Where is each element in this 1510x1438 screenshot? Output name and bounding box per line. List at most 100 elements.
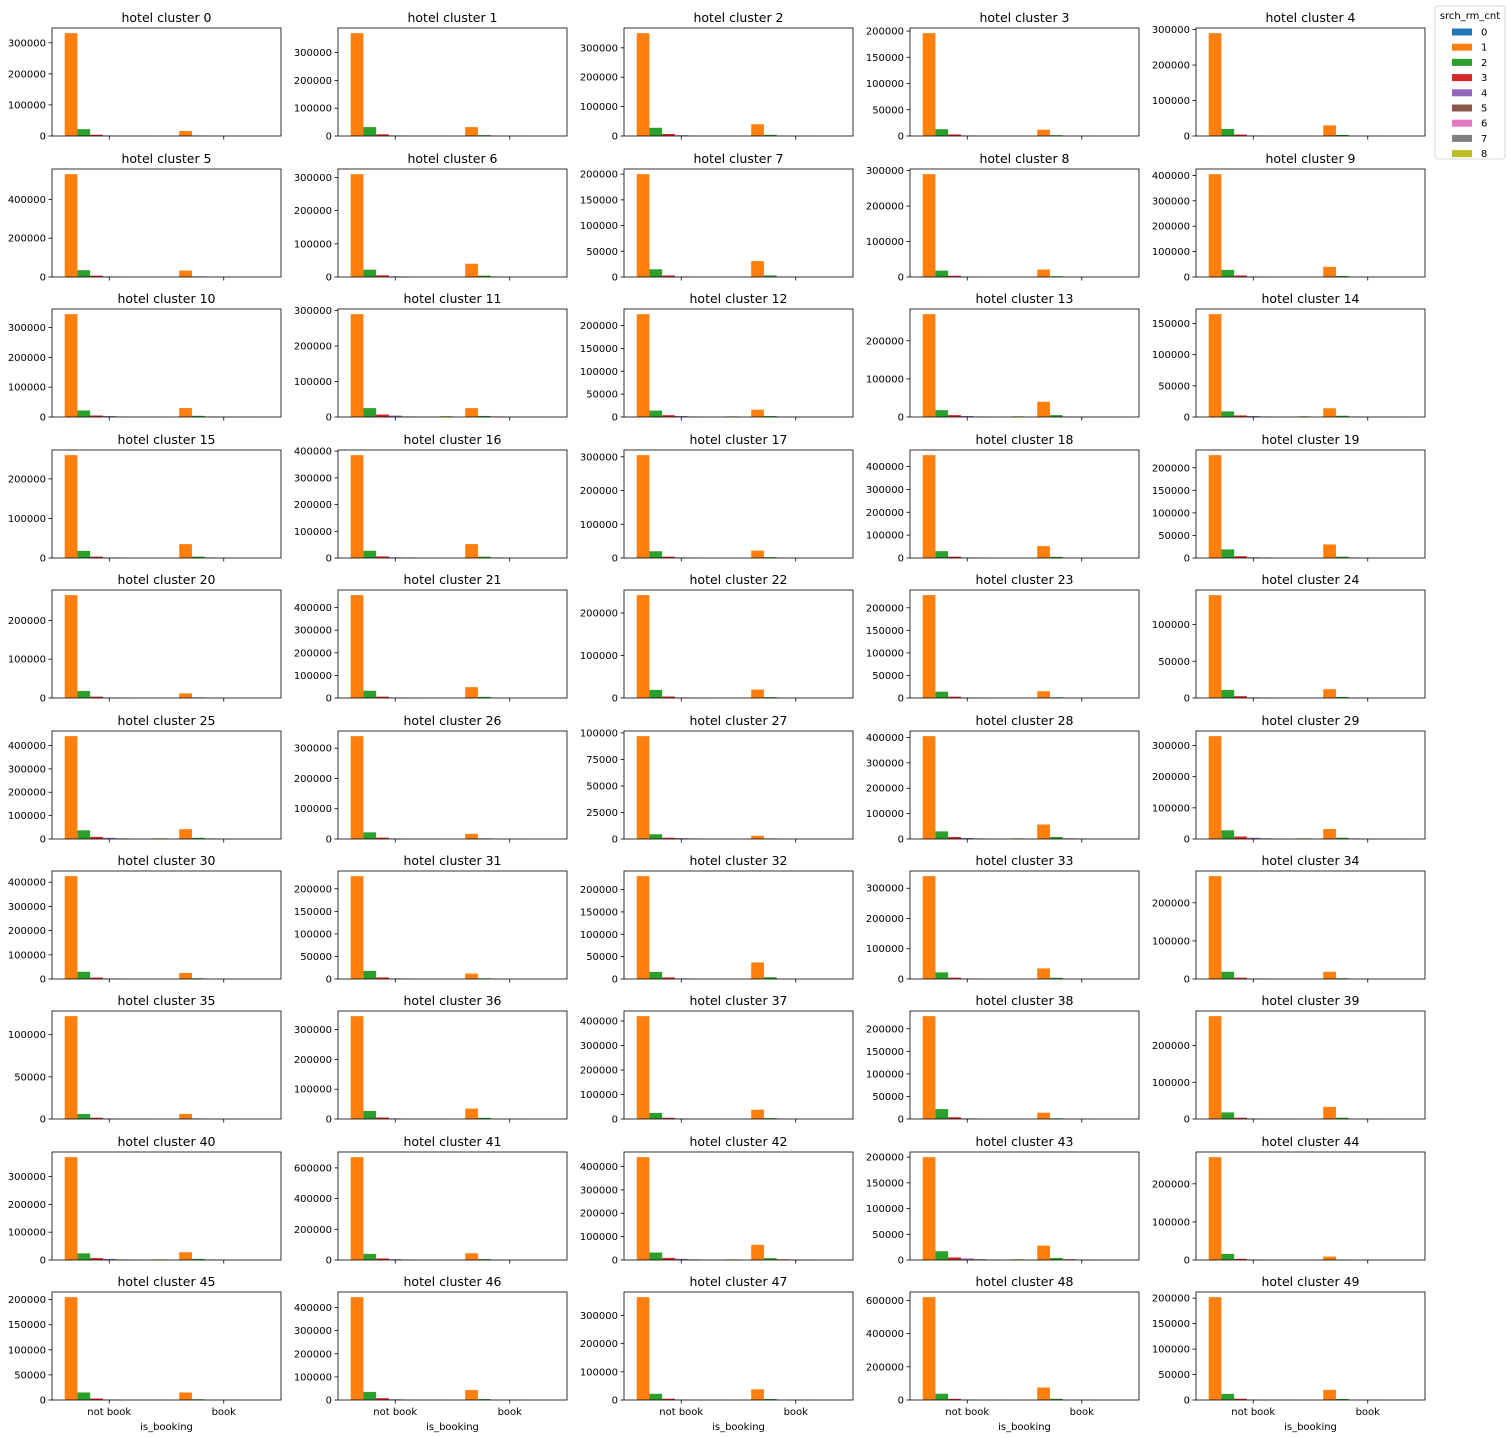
- bar-series-1-book: [751, 835, 764, 839]
- bar-series-2-not-book: [649, 834, 663, 839]
- subplot-27: hotel cluster 27 0 25000 50000 75000 100000: [580, 713, 854, 846]
- bar-series-2-book: [477, 415, 491, 417]
- bar-series-3-not-book: [662, 1117, 675, 1119]
- x-tick-label: not book: [945, 1407, 989, 1418]
- x-tick-label: book: [212, 1407, 237, 1418]
- subplot-frame: [51, 308, 282, 418]
- bar-series-1-book: [751, 1244, 764, 1260]
- subplot-42: hotel cluster 42 0 100000 200000 300000 40000…: [580, 1134, 854, 1267]
- bar-series-1-book: [465, 263, 478, 277]
- bar-series-1-book: [1037, 1112, 1050, 1119]
- y-tick-label: 0: [612, 273, 618, 284]
- y-tick-label: 200000: [580, 486, 618, 497]
- y-tick-label: 0: [1184, 1256, 1190, 1267]
- y-tick-label: 0: [1184, 975, 1190, 986]
- y-tick-label: 100000: [1152, 620, 1190, 631]
- y-tick-label: 100000: [294, 104, 332, 115]
- subplot-title: hotel cluster 17: [690, 432, 788, 447]
- legend-swatch-3: [1452, 74, 1472, 82]
- bar-series-1-not-book: [922, 876, 936, 979]
- subplot-40: hotel cluster 40 0 100000 200000 300000: [8, 1134, 282, 1267]
- y-tick-label: 100000: [8, 383, 46, 394]
- y-tick-label: 300000: [1152, 25, 1190, 36]
- subplot-frame: [337, 1151, 568, 1261]
- bar-series-2-book: [763, 977, 777, 979]
- subplot-frame: [1195, 1010, 1426, 1120]
- y-tick-label: 0: [612, 132, 618, 143]
- bar-series-2-not-book: [1221, 689, 1235, 698]
- subplot-7: hotel cluster 7 0 50000 100000 150000 200000: [580, 151, 854, 284]
- y-tick-label: 0: [40, 132, 46, 143]
- bar-series-2-book: [763, 1118, 777, 1119]
- bar-series-3-not-book: [662, 556, 675, 558]
- subplot-title: hotel cluster 11: [404, 291, 502, 306]
- subplot-frame: [337, 1010, 568, 1120]
- y-tick-label: 400000: [294, 1194, 332, 1205]
- legend-label-5: 5: [1481, 104, 1487, 115]
- bar-series-1-book: [179, 829, 192, 839]
- y-tick-label: 100000: [8, 1030, 46, 1041]
- bar-series-1-book: [1323, 971, 1336, 979]
- y-tick-label: 400000: [1152, 171, 1190, 182]
- bar-series-2-book: [477, 1399, 491, 1400]
- subplot-title: hotel cluster 31: [404, 853, 502, 868]
- bar-series-2-not-book: [77, 270, 91, 277]
- y-tick-label: 0: [1184, 835, 1190, 846]
- y-tick-label: 100000: [1152, 508, 1190, 519]
- x-axis-label: is_booking: [1284, 1422, 1337, 1433]
- bar-series-2-not-book: [649, 1393, 663, 1400]
- y-tick-label: 300000: [294, 626, 332, 637]
- bar-series-2-book: [191, 837, 205, 839]
- bar-series-2-not-book: [363, 1253, 377, 1260]
- y-tick-label: 200000: [8, 1295, 46, 1306]
- bar-series-4-not-book: [1246, 837, 1260, 839]
- y-tick-label: 300000: [8, 902, 46, 913]
- y-tick-label: 50000: [872, 105, 904, 116]
- y-tick-label: 200000: [866, 336, 904, 347]
- x-tick-label: book: [1356, 1407, 1381, 1418]
- subplot-frame: [623, 168, 854, 278]
- subplot-frame: [1195, 1291, 1426, 1401]
- y-tick-label: 0: [612, 1256, 618, 1267]
- bar-series-4-not-book: [102, 1258, 116, 1260]
- bar-series-1-not-book: [350, 595, 364, 698]
- y-tick-label: 0: [898, 413, 904, 424]
- bar-series-1-not-book: [64, 1157, 78, 1260]
- subplot-35: hotel cluster 35 0 50000 100000: [8, 993, 282, 1126]
- bar-series-1-book: [1323, 408, 1336, 417]
- y-tick-label: 300000: [866, 758, 904, 769]
- bar-series-1-book: [465, 1253, 478, 1260]
- bar-series-1-book: [1037, 824, 1050, 839]
- bar-series-2-not-book: [935, 691, 949, 698]
- y-tick-label: 100000: [866, 944, 904, 955]
- y-tick-label: 0: [326, 132, 332, 143]
- y-tick-label: 300000: [294, 473, 332, 484]
- y-tick-label: 0: [898, 273, 904, 284]
- bar-series-1-not-book: [64, 876, 78, 979]
- bar-series-1-not-book: [1208, 174, 1222, 277]
- bar-series-1-not-book: [922, 314, 936, 417]
- bar-series-4-not-book: [1246, 416, 1260, 417]
- y-tick-label: 0: [898, 132, 904, 143]
- legend-title: srch_rm_cnt: [1440, 11, 1500, 22]
- x-tick-label: not book: [659, 1407, 703, 1418]
- bar-series-3-not-book: [662, 1398, 675, 1400]
- bar-series-2-not-book: [935, 972, 949, 979]
- subplot-frame: [337, 1291, 568, 1401]
- legend-label-7: 7: [1481, 134, 1487, 145]
- bar-series-1-not-book: [636, 1016, 650, 1119]
- y-tick-label: 0: [1184, 413, 1190, 424]
- subplot-title: hotel cluster 23: [976, 572, 1074, 587]
- bar-series-3-not-book: [948, 977, 961, 979]
- subplot-frame: [1195, 870, 1426, 980]
- bar-series-2-not-book: [1221, 1393, 1235, 1400]
- subplot-frame: [337, 589, 568, 699]
- bar-series-1-not-book: [922, 1157, 936, 1260]
- bar-series-3-not-book: [948, 1398, 961, 1400]
- subplot-frame: [337, 308, 568, 418]
- y-tick-label: 0: [40, 413, 46, 424]
- subplot-22: hotel cluster 22 0 100000 200000: [580, 572, 854, 705]
- y-tick-label: 0: [612, 1396, 618, 1407]
- bar-series-1-not-book: [350, 33, 364, 136]
- subplot-frame: [909, 589, 1140, 699]
